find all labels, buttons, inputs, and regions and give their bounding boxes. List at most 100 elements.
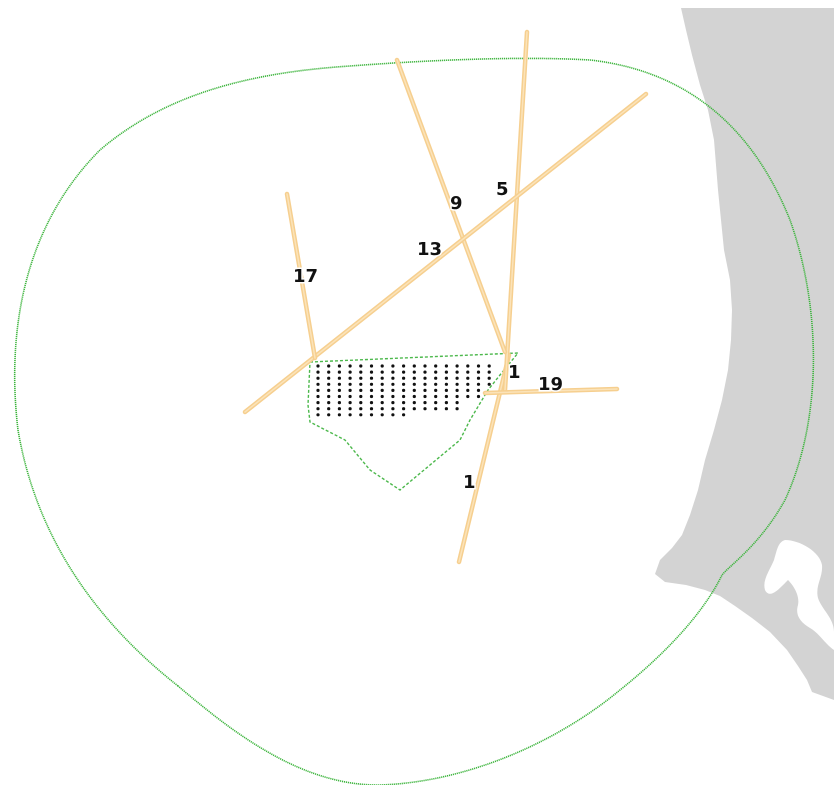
route-1-south[interactable] [456,352,512,565]
turbine-marker [369,407,374,411]
turbine-grid [316,364,491,417]
turbine-marker [434,394,438,399]
turbine-marker [316,370,320,374]
turbine-marker [380,388,384,392]
turbine-marker [476,382,481,386]
turbine-marker [412,376,416,380]
coastline-land [655,8,834,700]
turbine-marker [434,382,438,386]
route-9[interactable] [394,57,508,355]
route-label-5: 5 [496,179,509,200]
turbine-marker [337,413,341,417]
turbine-marker [412,382,416,386]
route-label-1-north: 1 [508,362,521,383]
turbine-marker [327,382,331,386]
turbine-marker [369,388,374,392]
turbine-marker [337,407,341,411]
turbine-marker [348,370,352,374]
turbine-marker [327,376,331,380]
turbine-marker [369,370,374,374]
turbine-marker [423,376,427,380]
turbine-marker [391,407,395,411]
turbine-marker [455,401,459,405]
turbine-marker [391,413,395,417]
turbine-marker [316,394,320,399]
turbine-marker [327,394,331,399]
turbine-marker [476,370,481,374]
turbine-marker [327,407,331,411]
turbine-marker [412,370,416,374]
turbine-marker [466,370,470,374]
turbine-marker [402,382,406,386]
turbine-marker [369,394,374,399]
route-19[interactable] [482,386,620,396]
turbine-marker [455,407,459,411]
turbine-marker [316,388,320,392]
turbine-marker [423,407,427,411]
turbine-marker [316,413,320,417]
turbine-marker [316,364,320,368]
turbine-marker [412,388,416,392]
turbine-marker [359,382,363,386]
turbine-marker [412,401,416,405]
turbine-marker [423,382,427,386]
turbine-marker [444,407,448,411]
turbine-marker [380,413,384,417]
route-label-19: 19 [538,374,563,395]
turbine-marker [444,376,448,380]
turbine-marker [369,401,374,405]
turbine-marker [337,364,341,368]
turbine-marker [359,401,363,405]
turbine-marker [380,401,384,405]
route-13[interactable] [242,91,649,415]
turbine-marker [444,394,448,399]
turbine-marker [337,370,341,374]
turbine-marker [412,364,416,368]
turbine-marker [391,388,395,392]
turbine-marker [359,364,363,368]
turbine-marker [466,388,470,392]
turbine-marker [487,370,491,374]
route-5[interactable] [502,29,530,393]
turbine-marker [359,413,363,417]
turbine-marker [434,388,438,392]
turbine-marker [348,382,352,386]
route-label-17: 17 [293,266,318,287]
turbine-marker [487,364,491,368]
route-17[interactable] [284,191,318,361]
turbine-marker [466,382,470,386]
turbine-marker [391,370,395,374]
turbine-marker [444,364,448,368]
turbine-marker [412,394,416,399]
turbine-marker [348,388,352,392]
turbine-marker [402,376,406,380]
turbine-marker [412,407,416,411]
route-label-9: 9 [450,193,463,214]
turbine-marker [423,401,427,405]
turbine-marker [423,394,427,399]
turbine-marker [444,382,448,386]
turbine-marker [466,376,470,380]
turbine-marker [391,364,395,368]
turbine-marker [380,407,384,411]
turbine-marker [369,364,374,368]
turbine-marker [380,382,384,386]
turbine-marker [423,364,427,368]
turbine-marker [391,401,395,405]
turbine-marker [348,394,352,399]
turbine-marker [444,370,448,374]
turbine-marker [423,370,427,374]
turbine-marker [359,388,363,392]
turbine-marker [327,388,331,392]
turbine-marker [487,376,491,380]
turbine-marker [455,382,459,386]
buffer-boundary [13,57,815,785]
turbine-marker [476,364,481,368]
turbine-marker [444,401,448,405]
turbine-marker [327,413,331,417]
turbine-marker [359,370,363,374]
turbine-marker [337,376,341,380]
turbine-marker [316,407,320,411]
turbine-marker [444,388,448,392]
